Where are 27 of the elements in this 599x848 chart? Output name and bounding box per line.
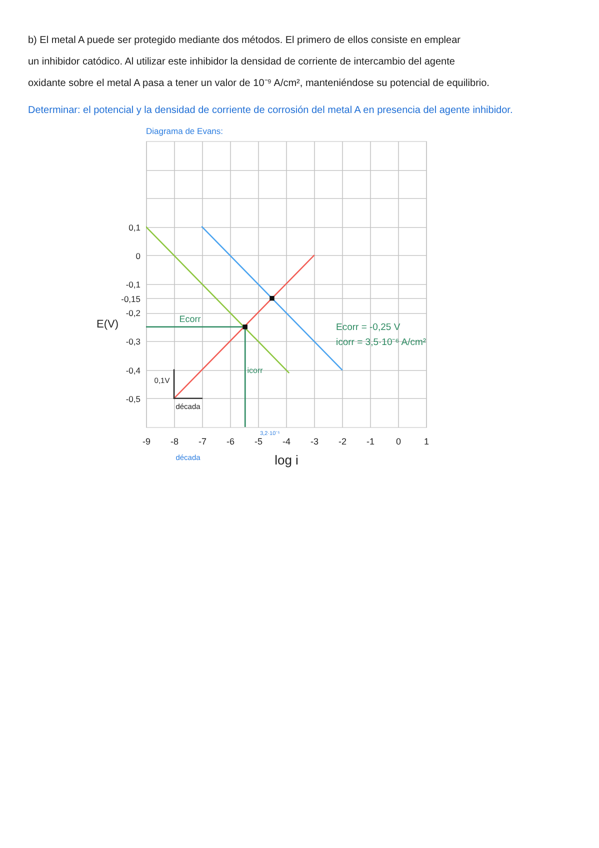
annotation: Ecorr xyxy=(179,314,201,324)
x-tick-label: -8 xyxy=(170,436,179,446)
x-tick-label: -5 xyxy=(254,436,263,446)
y-tick-label: 0,1 xyxy=(128,222,141,232)
x-tick-label: -6 xyxy=(226,436,235,446)
x-tick-label: -1 xyxy=(366,436,375,446)
y-axis-title: E(V) xyxy=(96,318,118,330)
text: b) El metal A puede ser protegido mediante dos métodos. El primero de ellos consiste en emplear un inhibidor catódico. Al utilizar este inhibidor la densidad de corriente de intercambio del agente oxidante sobre el metal A pasa a tener un valor de 10⁻⁹ A/cm², manteniéndose su potencial de equilibrio. xyxy=(28,35,490,89)
text: Determinar: el potencial y la densidad de corriente de corrosión del metal A en presencia del agente inhibidor. xyxy=(28,105,513,116)
y-tick-label: -0,1 xyxy=(126,280,141,290)
x-tick-label: -9 xyxy=(142,436,151,446)
x-tick-label: -2 xyxy=(338,436,347,446)
y-tick-label: -0,15 xyxy=(121,294,141,304)
x-axis-title: log i xyxy=(274,452,299,468)
y-tick-label: 0 xyxy=(136,250,141,261)
y-tick-label: -0,2 xyxy=(126,308,141,318)
annotation: icorr xyxy=(247,366,264,375)
x-tick-label: -7 xyxy=(198,436,207,446)
x-tick-label: -4 xyxy=(282,436,291,446)
x-tick-label: 1 xyxy=(424,436,430,446)
y-tick-label: -0,3 xyxy=(126,336,141,347)
y-tick-label: -0,4 xyxy=(126,365,141,376)
y-tick-label: -0,5 xyxy=(126,394,141,404)
x-tick-label: -3 xyxy=(310,436,319,446)
x-tick-label: 0 xyxy=(396,436,402,446)
annotation: Ecorr = -0,25 V icorr = 3,5·10⁻⁶ A/cm² xyxy=(336,322,426,348)
chart-title: Diagrama de Evans: xyxy=(146,126,224,136)
